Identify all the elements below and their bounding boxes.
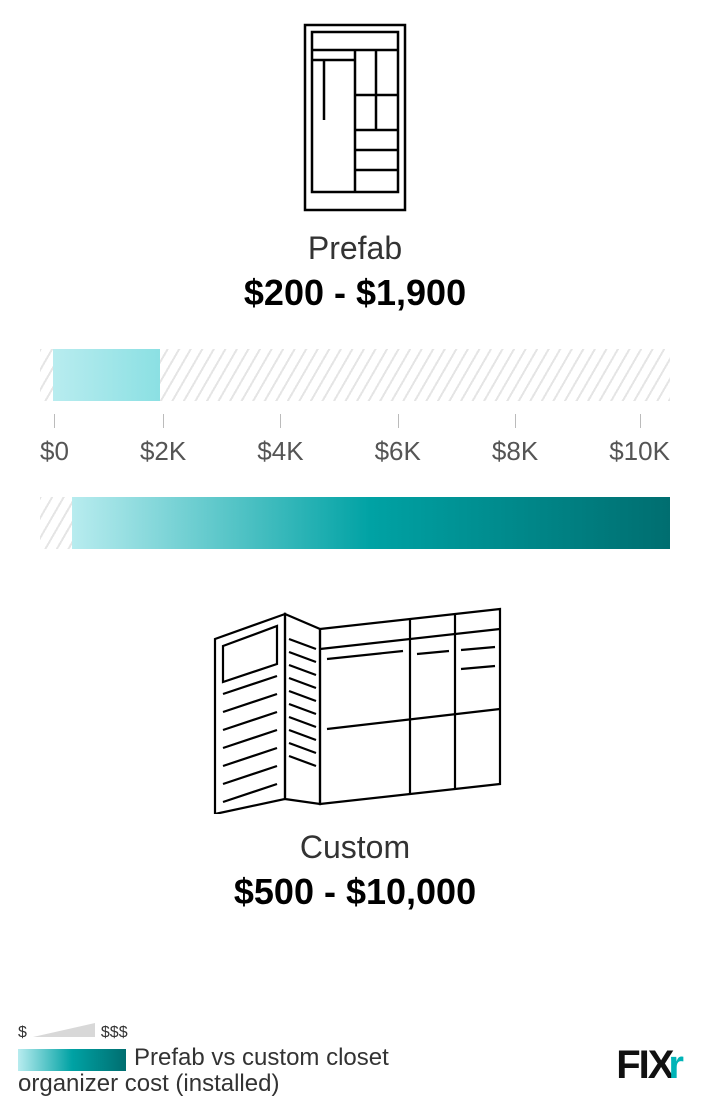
comparison-chart: $0 $2K $4K $6K $8K $10K (40, 349, 670, 549)
custom-section: Custom $500 - $10,000 (0, 604, 710, 913)
logo-text: FIX (616, 1043, 672, 1087)
custom-label: Custom (0, 829, 710, 866)
logo-accent: r (668, 1043, 682, 1087)
custom-icon (0, 604, 710, 814)
custom-bar-fill (72, 497, 671, 549)
custom-price: $500 - $10,000 (0, 871, 710, 913)
legend-scale: $ $$$ (18, 1023, 389, 1042)
prefab-icon (0, 20, 710, 215)
fixr-logo: FIXr (616, 1043, 682, 1088)
prefab-section: Prefab $200 - $1,900 (0, 20, 710, 314)
axis-tick: $10K (609, 436, 670, 467)
prefab-price: $200 - $1,900 (0, 272, 710, 314)
axis-tick: $6K (375, 436, 421, 467)
prefab-bar-track (40, 349, 670, 401)
axis-tick: $4K (257, 436, 303, 467)
custom-bar-track (40, 497, 670, 549)
legend-triangle-icon (33, 1023, 95, 1042)
legend-title-2: organizer cost (installed) (18, 1070, 389, 1098)
axis-tick: $2K (140, 436, 186, 467)
legend-low: $ (18, 1024, 27, 1042)
prefab-bar-fill (53, 349, 160, 401)
walk-in-closet-icon (205, 604, 505, 814)
axis: $0 $2K $4K $6K $8K $10K (40, 436, 670, 467)
legend-high: $$$ (101, 1024, 128, 1042)
axis-tick: $8K (492, 436, 538, 467)
legend-gradient-icon (18, 1049, 126, 1071)
axis-tick: $0 (40, 436, 69, 467)
legend-title-1: Prefab vs custom closet (134, 1044, 389, 1072)
legend: $ $$$ Prefab vs custom closet organizer … (18, 1023, 389, 1098)
wardrobe-icon (300, 20, 410, 215)
prefab-label: Prefab (0, 230, 710, 267)
